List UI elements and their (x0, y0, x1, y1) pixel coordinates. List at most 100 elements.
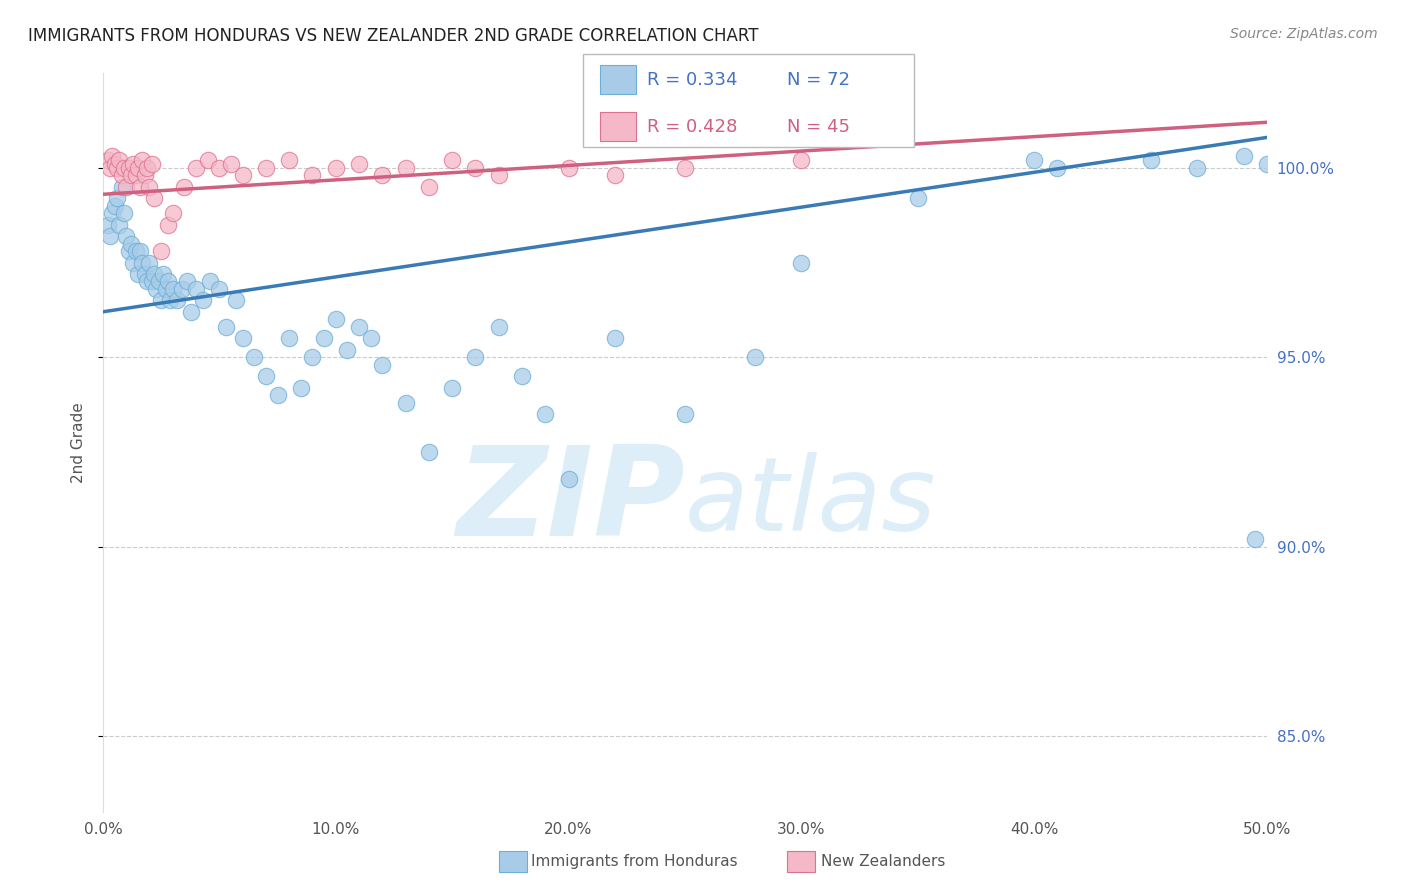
Point (371, 358, 394, 372)
Point (143, 267, 166, 281)
Point (122, 255, 145, 269)
Point (464, 351, 486, 365)
Point (225, 293, 247, 308)
Text: Immigrants from Honduras: Immigrants from Honduras (531, 855, 738, 869)
Point (208, 161, 231, 175)
Point (98, 229, 121, 244)
Text: IMMIGRANTS FROM HONDURAS VS NEW ZEALANDER 2ND GRADE CORRELATION CHART: IMMIGRANTS FROM HONDURAS VS NEW ZEALANDE… (28, 27, 759, 45)
Point (162, 206, 184, 220)
Point (232, 331, 254, 345)
Point (1233, 149, 1256, 163)
Point (278, 331, 301, 345)
Point (232, 169, 254, 183)
Point (120, 169, 142, 183)
Point (105, 161, 128, 175)
Point (173, 179, 195, 194)
Point (108, 153, 131, 168)
Point (150, 244, 173, 259)
Point (215, 320, 238, 334)
Point (325, 312, 347, 326)
Point (97, 218, 120, 232)
Point (131, 255, 153, 269)
Point (134, 169, 156, 183)
Point (418, 179, 440, 194)
Point (176, 275, 198, 289)
Point (673, 407, 696, 421)
Point (488, 320, 510, 334)
Point (103, 199, 125, 213)
Point (1024, 153, 1046, 168)
Point (266, 388, 288, 402)
Point (191, 293, 214, 308)
Point (166, 293, 188, 308)
Text: N = 45: N = 45 (787, 118, 851, 136)
Text: N = 72: N = 72 (787, 70, 851, 88)
Point (347, 320, 370, 334)
Point (98, 161, 121, 175)
Point (394, 161, 416, 175)
Point (360, 331, 382, 345)
Point (134, 267, 156, 281)
Point (1139, 153, 1161, 168)
Point (301, 169, 323, 183)
Point (170, 282, 193, 296)
Point (131, 153, 153, 168)
Point (145, 282, 167, 296)
Point (101, 149, 124, 163)
Point (115, 179, 138, 194)
Text: New Zealanders: New Zealanders (821, 855, 945, 869)
Point (120, 236, 142, 251)
Point (138, 179, 160, 194)
Point (278, 153, 301, 168)
Point (103, 157, 125, 171)
Point (117, 161, 139, 175)
Point (141, 157, 163, 171)
Point (112, 206, 135, 220)
Point (441, 381, 464, 395)
Text: Source: ZipAtlas.com: Source: ZipAtlas.com (1230, 27, 1378, 41)
Point (157, 275, 180, 289)
Point (129, 244, 152, 259)
Point (534, 407, 557, 421)
Point (141, 275, 163, 289)
Point (184, 282, 207, 296)
Point (122, 157, 145, 171)
Point (371, 169, 394, 183)
Point (97, 153, 120, 168)
Point (152, 267, 174, 281)
Point (464, 161, 486, 175)
Point (744, 351, 766, 365)
Point (159, 293, 181, 308)
Point (314, 331, 336, 345)
Point (108, 218, 131, 232)
Point (129, 179, 152, 194)
Point (441, 153, 464, 168)
Point (138, 255, 160, 269)
Point (603, 169, 626, 183)
Point (557, 161, 579, 175)
Point (143, 191, 166, 205)
Point (124, 244, 146, 259)
Point (673, 161, 696, 175)
Point (1046, 161, 1069, 175)
Point (790, 153, 813, 168)
Point (180, 305, 202, 319)
Point (907, 191, 929, 205)
Point (254, 369, 277, 384)
Point (325, 161, 347, 175)
Point (208, 282, 231, 296)
Point (347, 157, 370, 171)
Point (198, 275, 221, 289)
Y-axis label: 2nd Grade: 2nd Grade (72, 402, 86, 483)
Point (603, 331, 626, 345)
Point (101, 206, 124, 220)
Text: R = 0.428: R = 0.428 (647, 118, 737, 136)
Point (115, 229, 138, 244)
Point (150, 293, 173, 308)
Point (488, 169, 510, 183)
Point (136, 275, 159, 289)
Point (1244, 533, 1267, 547)
Point (243, 351, 266, 365)
Point (112, 161, 135, 175)
Point (290, 381, 312, 395)
